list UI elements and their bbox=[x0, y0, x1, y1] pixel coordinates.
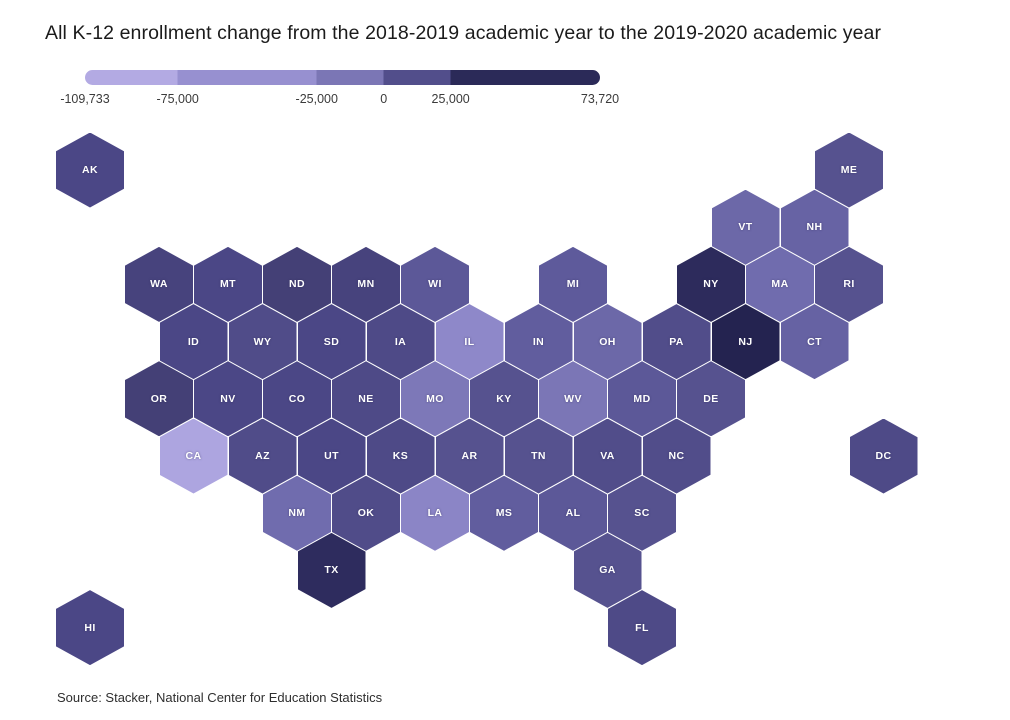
state-hex-sd[interactable]: SD bbox=[297, 304, 366, 380]
state-label: GA bbox=[599, 564, 616, 577]
state-hex-wi[interactable]: WI bbox=[401, 246, 469, 322]
state-label: TX bbox=[324, 564, 339, 577]
state-label: NC bbox=[668, 450, 685, 462]
state-hex-co[interactable]: CO bbox=[263, 361, 331, 437]
state-label: AK bbox=[82, 164, 98, 176]
legend-tick-label: 25,000 bbox=[431, 92, 470, 106]
state-hex-ne[interactable]: NE bbox=[332, 361, 400, 437]
state-label: MN bbox=[357, 278, 375, 291]
state-label: AL bbox=[565, 507, 581, 520]
state-label: FL bbox=[635, 621, 649, 634]
state-label: WI bbox=[428, 278, 442, 291]
state-label: AR bbox=[461, 450, 478, 462]
state-label: MD bbox=[633, 392, 651, 405]
state-label: ID bbox=[187, 335, 200, 348]
state-label: NY bbox=[703, 278, 719, 291]
state-label: RI bbox=[843, 278, 855, 291]
state-hex-ks[interactable]: KS bbox=[366, 418, 435, 494]
state-hex-hi[interactable]: HI bbox=[56, 590, 124, 666]
state-hex-nd[interactable]: ND bbox=[263, 246, 331, 322]
state-label: UT bbox=[324, 450, 339, 462]
state-label: AZ bbox=[255, 450, 270, 462]
state-label: SD bbox=[323, 335, 340, 348]
legend-colorbar bbox=[85, 70, 600, 85]
state-hex-mn[interactable]: MN bbox=[332, 246, 400, 322]
state-label: OK bbox=[357, 507, 375, 520]
state-label: NM bbox=[288, 507, 306, 520]
state-hex-mo[interactable]: MO bbox=[401, 361, 469, 437]
state-label: WA bbox=[150, 278, 168, 291]
state-label: VT bbox=[738, 221, 753, 234]
state-label: VA bbox=[600, 450, 615, 462]
state-label: MA bbox=[771, 278, 789, 291]
state-hex-il[interactable]: IL bbox=[435, 304, 504, 380]
state-label: IA bbox=[394, 335, 407, 348]
source-note: Source: Stacker, National Center for Edu… bbox=[57, 690, 383, 705]
state-label: ME bbox=[840, 164, 858, 176]
state-label: KY bbox=[496, 392, 512, 405]
legend-tick-label: 0 bbox=[380, 92, 388, 106]
chart-title: All K-12 enrollment change from the 2018… bbox=[45, 22, 882, 44]
state-hex-ar[interactable]: AR bbox=[435, 418, 504, 494]
state-label: CO bbox=[288, 392, 306, 405]
state-label: TN bbox=[531, 450, 546, 462]
state-label: NJ bbox=[738, 335, 753, 348]
legend: -109,733 -75,000 -25,000 0 25,000 73,720 bbox=[60, 70, 619, 114]
state-label: CA bbox=[185, 450, 202, 462]
state-hex-nm[interactable]: NM bbox=[263, 475, 331, 551]
state-label: MI bbox=[566, 278, 580, 291]
state-hex-ut[interactable]: UT bbox=[297, 418, 366, 494]
state-label: NV bbox=[220, 392, 236, 405]
state-hex-ok[interactable]: OK bbox=[332, 475, 400, 551]
state-label: OH bbox=[599, 335, 616, 348]
state-label: WV bbox=[564, 392, 582, 405]
state-label: HI bbox=[84, 621, 96, 634]
legend-tick-label: -25,000 bbox=[295, 92, 338, 106]
legend-tick-label: -109,733 bbox=[60, 92, 110, 106]
legend-tick-label: 73,720 bbox=[580, 92, 620, 106]
state-hex-ia[interactable]: IA bbox=[366, 304, 435, 380]
state-label: WY bbox=[253, 335, 272, 348]
state-label: SC bbox=[634, 507, 650, 520]
state-hex-ak[interactable]: AK bbox=[56, 132, 124, 208]
state-label: MO bbox=[426, 392, 444, 405]
state-hex-la[interactable]: LA bbox=[401, 475, 469, 551]
state-label: NE bbox=[358, 392, 374, 405]
state-label: MT bbox=[220, 278, 236, 291]
state-label: ND bbox=[289, 278, 305, 291]
legend-ticks: -109,733 -75,000 -25,000 0 25,000 73,720 bbox=[60, 92, 619, 110]
legend-tick-label: -75,000 bbox=[156, 92, 199, 106]
state-label: PA bbox=[669, 335, 684, 348]
state-label: DE bbox=[703, 392, 719, 405]
state-label: CT bbox=[807, 335, 822, 348]
state-hex-tx[interactable]: TX bbox=[297, 532, 366, 608]
state-label: KS bbox=[392, 450, 409, 462]
state-hex-dc[interactable]: DC bbox=[849, 418, 918, 494]
state-label: LA bbox=[427, 507, 443, 520]
state-label: NH bbox=[806, 221, 823, 234]
state-label: MS bbox=[495, 507, 513, 520]
state-label: OR bbox=[150, 392, 168, 405]
state-label: DC bbox=[875, 450, 892, 462]
state-label: IL bbox=[464, 335, 475, 348]
state-label: IN bbox=[532, 335, 545, 348]
